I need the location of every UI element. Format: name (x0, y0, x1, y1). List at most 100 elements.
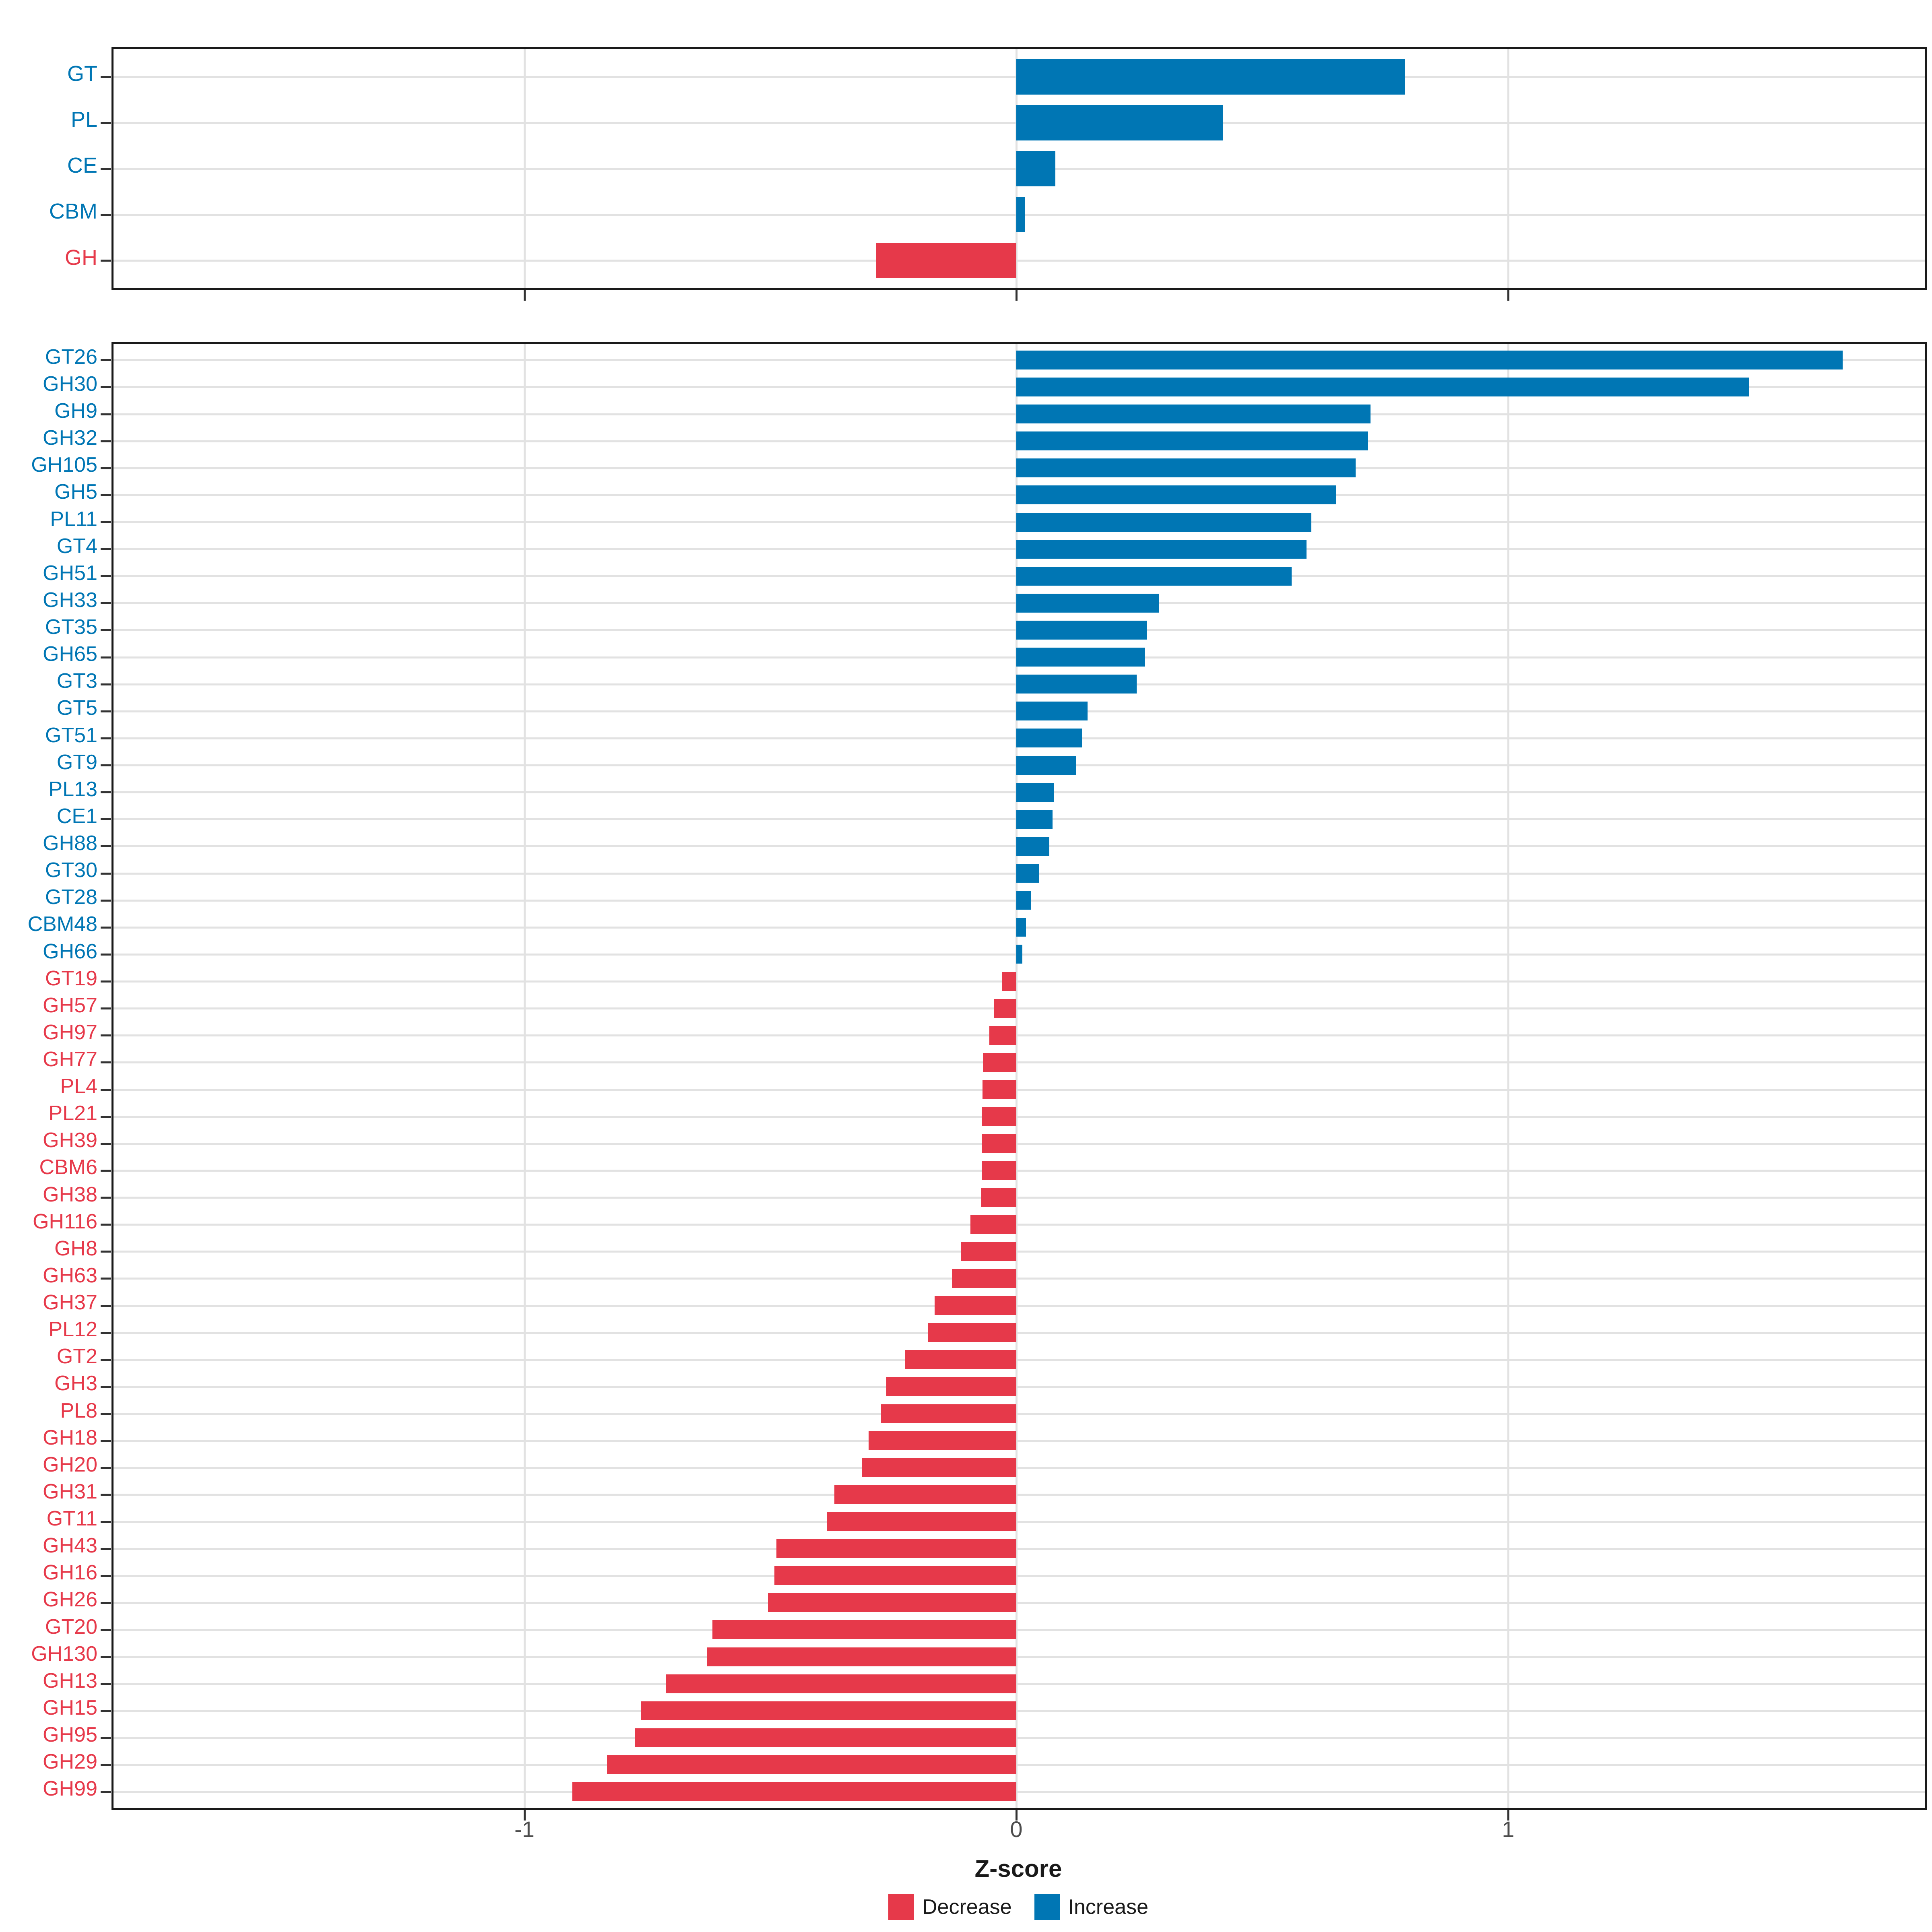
gridline-row-GH57 (114, 1007, 1925, 1010)
y-label-GH26: GH26 (43, 1588, 97, 1612)
y-tick-CBM (101, 214, 111, 216)
bar-GH116 (970, 1215, 1016, 1234)
bar-GH30 (1016, 377, 1749, 396)
y-tick-GH33 (101, 602, 111, 605)
bar-GH20 (862, 1458, 1016, 1477)
bar-GH13 (666, 1674, 1016, 1693)
bar-GT28 (1016, 891, 1031, 910)
gridline-row-GH99 (114, 1791, 1925, 1793)
y-tick-PL12 (101, 1331, 111, 1334)
y-tick-GT2 (101, 1358, 111, 1361)
y-label-GH32: GH32 (43, 426, 97, 450)
bar-GT19 (1002, 972, 1016, 991)
bar-GH16 (774, 1566, 1016, 1585)
y-tick-GT51 (101, 737, 111, 739)
bar-GH77 (983, 1053, 1016, 1072)
legend-item-increase: Increase (1034, 1894, 1148, 1920)
gridline-row-GH77 (114, 1061, 1925, 1064)
y-label-CBM48: CBM48 (27, 912, 97, 936)
y-tick-GH116 (101, 1224, 111, 1226)
y-tick-GH99 (101, 1791, 111, 1793)
y-label-GH20: GH20 (43, 1453, 97, 1476)
y-tick-GH130 (101, 1656, 111, 1658)
y-label-GH8: GH8 (54, 1236, 97, 1260)
y-label-GT2: GT2 (56, 1345, 97, 1368)
bar-GH88 (1016, 836, 1049, 856)
panel-cazyme-families (111, 342, 1927, 1810)
y-label-CE: CE (67, 153, 97, 178)
x-tick-classes--1 (524, 290, 526, 301)
y-label-GH15: GH15 (43, 1696, 97, 1719)
gridline-row-GH95 (114, 1737, 1925, 1739)
y-tick-GH20 (101, 1467, 111, 1469)
y-tick-GH13 (101, 1683, 111, 1685)
y-tick-GH30 (101, 386, 111, 388)
y-tick-GH88 (101, 845, 111, 848)
y-label-GH33: GH33 (43, 588, 97, 612)
gridline-row-GH130 (114, 1656, 1925, 1658)
y-tick-GH8 (101, 1251, 111, 1253)
y-tick-PL13 (101, 791, 111, 794)
bar-GH15 (641, 1701, 1016, 1720)
y-label-GH30: GH30 (43, 372, 97, 396)
y-label-GT11: GT11 (46, 1507, 97, 1531)
gridline-row-GT2 (114, 1358, 1925, 1361)
y-label-GH66: GH66 (43, 939, 97, 963)
gridline-row-GH37 (114, 1305, 1925, 1307)
bar-GH26 (768, 1593, 1016, 1612)
y-label-PL12: PL12 (48, 1318, 97, 1342)
legend: Decrease Increase (888, 1894, 1148, 1920)
y-tick-GT28 (101, 899, 111, 902)
y-tick-GT26 (101, 359, 111, 361)
x-tick-families--1 (524, 1810, 526, 1821)
y-label-GH51: GH51 (43, 561, 97, 585)
bar-GT4 (1016, 539, 1307, 559)
bar-GT11 (827, 1512, 1016, 1531)
bar-GT3 (1016, 675, 1137, 694)
y-tick-GH15 (101, 1710, 111, 1712)
y-tick-GT9 (101, 764, 111, 767)
x-tick-label--1: -1 (514, 1816, 535, 1842)
y-tick-GH5 (101, 494, 111, 496)
bar-CBM6 (982, 1161, 1016, 1180)
bar-GT (1016, 59, 1405, 95)
y-tick-CBM6 (101, 1169, 111, 1172)
y-label-GH39: GH39 (43, 1129, 97, 1152)
y-tick-GH38 (101, 1197, 111, 1199)
y-label-GH38: GH38 (43, 1183, 97, 1206)
y-label-GH57: GH57 (43, 993, 97, 1017)
y-tick-GT11 (101, 1521, 111, 1523)
legend-label-decrease: Decrease (922, 1895, 1012, 1919)
gridline-row-PL8 (114, 1413, 1925, 1415)
x-tick-classes-0 (1016, 290, 1018, 301)
y-label-GH116: GH116 (33, 1210, 97, 1233)
bar-GH37 (935, 1296, 1016, 1315)
y-tick-GH43 (101, 1548, 111, 1550)
y-label-GH3: GH3 (54, 1372, 97, 1395)
gridline-row-GT11 (114, 1521, 1925, 1523)
y-tick-GT5 (101, 710, 111, 712)
y-label-PL13: PL13 (48, 777, 97, 801)
bar-GT5 (1016, 702, 1088, 721)
y-tick-GH (101, 260, 111, 262)
bar-GT51 (1016, 729, 1082, 748)
y-tick-PL8 (101, 1413, 111, 1415)
y-tick-GH57 (101, 1007, 111, 1010)
y-label-GH99: GH99 (43, 1777, 97, 1801)
x-tick-families-0 (1016, 1810, 1018, 1821)
bar-PL4 (982, 1080, 1016, 1099)
y-tick-PL21 (101, 1115, 111, 1118)
y-tick-GH97 (101, 1034, 111, 1037)
y-label-GT28: GT28 (45, 886, 97, 909)
y-tick-GH9 (101, 413, 111, 415)
y-label-GT51: GT51 (45, 723, 97, 747)
y-label-GH97: GH97 (43, 1020, 97, 1044)
bar-GH130 (707, 1647, 1016, 1666)
y-label-GT30: GT30 (45, 859, 97, 882)
legend-label-increase: Increase (1068, 1895, 1149, 1919)
y-tick-PL11 (101, 521, 111, 523)
gridline-row-CBM6 (114, 1169, 1925, 1172)
y-label-GT3: GT3 (56, 669, 97, 693)
y-label-GH9: GH9 (54, 399, 97, 423)
increase-color-swatch (1034, 1894, 1060, 1920)
